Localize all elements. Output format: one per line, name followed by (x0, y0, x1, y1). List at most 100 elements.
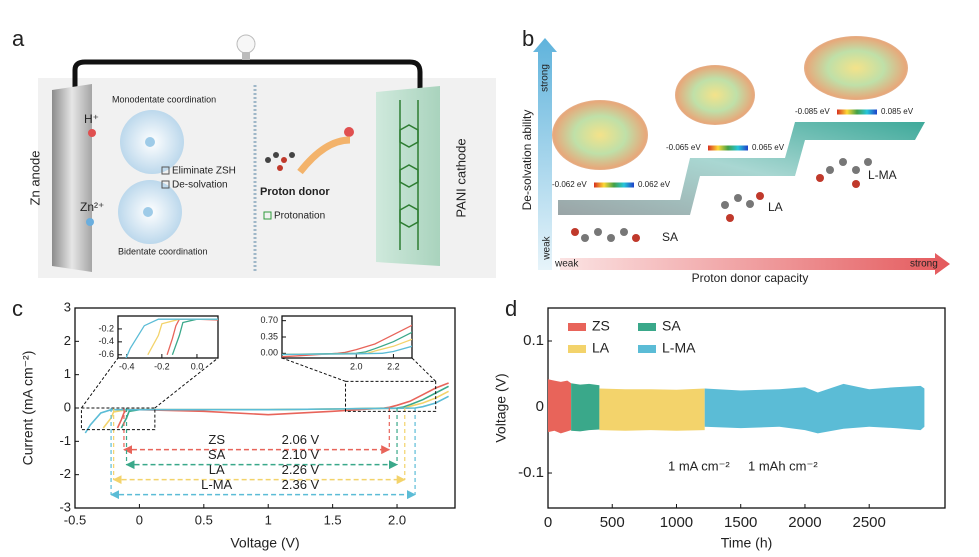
y-tick-label: -0.4 (98, 336, 114, 346)
check-label: Eliminate ZSH (172, 166, 236, 177)
y-tick-label: 3 (64, 299, 71, 314)
x-tick-label: 2000 (788, 514, 821, 531)
x-tick-label: 2.0 (388, 512, 406, 527)
y-tick-label: 0.70 (260, 315, 278, 325)
y-tick-label: 1 (64, 366, 71, 381)
proton-donor-label: Proton donor (260, 186, 330, 198)
legend-label: SA (662, 318, 681, 334)
color-scale (708, 145, 748, 151)
cathode-slab (376, 86, 440, 266)
ion (145, 137, 155, 147)
x-tick-label: 0.5 (195, 512, 213, 527)
window-name: SA (208, 447, 226, 462)
voltage-band (571, 383, 600, 432)
y-tick-label: -0.2 (98, 323, 114, 333)
legend-label: L-MA (662, 340, 696, 356)
y-tick-label: 2 (64, 333, 71, 348)
legend-swatch (638, 345, 656, 353)
molecule-label: L-MA (868, 168, 897, 182)
y-tick-label: 0.1 (523, 332, 544, 349)
axis-label: De-solvation ability (520, 110, 534, 211)
plot-frame (281, 315, 413, 359)
x-tick-label: 1500 (724, 514, 757, 531)
scale-label: 0.085 eV (881, 107, 914, 116)
x-tick-label: 0 (136, 512, 143, 527)
x-axis-label: Time (h) (721, 535, 773, 551)
zoom-connector (281, 357, 346, 382)
zoom-connector (81, 357, 119, 409)
axis-end-label: strong (540, 64, 551, 92)
inset-line (282, 345, 412, 356)
window-value: 2.26 V (282, 462, 320, 477)
scale-label: -0.085 eV (795, 107, 830, 116)
molecule-label: LA (768, 200, 783, 214)
x-tick-label: 1.5 (324, 512, 342, 527)
panel-label: c (12, 296, 23, 321)
y-tick-label: -0.1 (518, 464, 544, 481)
zinc-ion (86, 218, 94, 226)
axis-end-label: weak (554, 259, 579, 270)
legend-label: LA (592, 340, 610, 356)
x-tick-label: -0.4 (119, 361, 135, 371)
y-tick-label: 0 (536, 398, 544, 415)
window-value: 2.36 V (282, 477, 320, 492)
scale-label: -0.065 eV (666, 143, 701, 152)
legend-label: ZS (592, 318, 610, 334)
electrode-label: PANI cathode (453, 138, 468, 217)
proton (88, 129, 96, 137)
window-name: LA (209, 462, 225, 477)
x-tick-label: -0.5 (64, 512, 86, 527)
window-value: 2.06 V (282, 432, 320, 447)
check-label: Protonation (274, 211, 325, 222)
staircase (558, 122, 925, 215)
annotation: 1 mAh cm⁻² (748, 458, 818, 473)
y-tick-label: -2 (59, 466, 71, 481)
voltage-band (548, 379, 572, 434)
inset-line (125, 318, 218, 358)
checkbox (161, 166, 170, 175)
esp-surface (675, 65, 755, 125)
y-tick-label: 0.00 (260, 348, 278, 358)
panel-b (533, 36, 950, 275)
scale-label: 0.065 eV (752, 143, 785, 152)
coordination-label: Monodentate coordination (112, 94, 216, 104)
x-tick-label: 2.2 (387, 361, 400, 371)
checkbox (161, 180, 170, 189)
esp-surface (804, 36, 908, 100)
legend-swatch (568, 323, 586, 331)
wire (72, 59, 423, 92)
anode-slab (52, 84, 92, 272)
bulb (236, 34, 256, 54)
y-axis-label: Current (mA cm⁻²) (20, 351, 36, 466)
pani-chain (399, 100, 419, 250)
x-axis-label: Voltage (V) (230, 535, 299, 551)
panel-label: a (12, 26, 25, 51)
x-tick-label: -0.2 (154, 361, 170, 371)
x-tick-label: 2.0 (350, 361, 363, 371)
proton (344, 127, 354, 137)
window-name: L-MA (201, 477, 232, 492)
ion-label: H⁺ (84, 112, 99, 126)
panel-a (38, 34, 496, 278)
y-tick-label: 0 (64, 399, 71, 414)
inset-line (282, 331, 412, 356)
inset-line (147, 318, 218, 356)
zoom-connector (154, 357, 219, 409)
y-axis-label: Voltage (V) (493, 373, 509, 442)
molecule-label: SA (662, 230, 678, 244)
x-tick-label: 1 (265, 512, 272, 527)
inset-line (171, 318, 218, 356)
voltage-band (704, 383, 925, 434)
check-label: De-solvation (172, 180, 228, 191)
window-value: 2.10 V (282, 447, 320, 462)
bulb-base (242, 52, 250, 60)
series-line (84, 395, 449, 434)
annotation: 1 mA cm⁻² (668, 458, 730, 473)
ion (143, 207, 153, 217)
x-tick-label: 0 (544, 514, 552, 531)
y-tick-label: -1 (59, 433, 71, 448)
inset-line (282, 338, 412, 356)
x-tick-label: 0.0 (191, 361, 204, 371)
legend-swatch (568, 345, 586, 353)
